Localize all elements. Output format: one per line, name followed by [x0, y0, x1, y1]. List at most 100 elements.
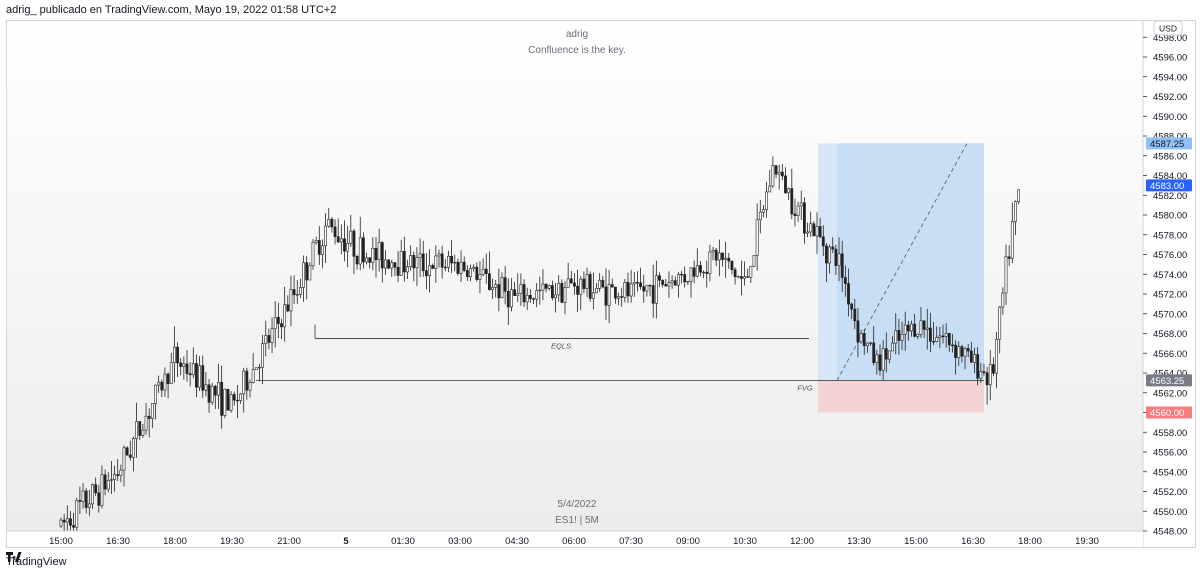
candle-36 — [173, 326, 176, 383]
candle-21-body — [125, 447, 129, 456]
candle-199 — [686, 280, 690, 285]
candle-156 — [550, 280, 554, 301]
candle-178-body — [620, 296, 624, 298]
candle-281 — [944, 323, 948, 348]
candle-224-body — [765, 191, 769, 210]
candle-293 — [982, 363, 986, 376]
candle-117-body — [428, 265, 431, 276]
candlestick-chart[interactable]: adrig Confluence is the key. 5/4/2022 ES… — [7, 21, 1195, 547]
candle-138 — [494, 280, 498, 298]
candle-235 — [799, 190, 803, 221]
candle-63-body — [258, 366, 261, 369]
candle-51 — [220, 365, 224, 429]
candle-0 — [59, 517, 63, 528]
candle-136-body — [487, 273, 491, 290]
price-axis[interactable]: 4598.00 4596.00 4594.00 4592.00 4590.00 4588.… — [1142, 21, 1195, 547]
candle-202 — [695, 248, 699, 278]
candle-89 — [339, 224, 343, 255]
candle-148-body — [525, 294, 529, 303]
candle-245-body — [831, 246, 835, 250]
candle-204-body — [702, 271, 706, 274]
candle-283-body — [951, 344, 954, 347]
candle-286-body — [960, 346, 964, 357]
candle-189 — [654, 260, 658, 319]
candle-166-body — [582, 278, 586, 289]
candle-45 — [201, 355, 205, 399]
candle-105-body — [390, 262, 394, 269]
candle-180-body — [626, 282, 630, 297]
chart-frame[interactable]: adrig Confluence is the key. 5/4/2022 ES… — [6, 20, 1196, 548]
candle-114-body — [418, 253, 422, 258]
candle-151-body — [535, 290, 539, 300]
candle-51-body — [220, 382, 224, 416]
long-position-tool[interactable] — [818, 143, 984, 413]
candle-285-body — [957, 346, 961, 358]
candle-100-body — [374, 247, 378, 261]
candle-117 — [428, 249, 431, 293]
candle-192 — [664, 279, 668, 287]
candle-275 — [925, 308, 929, 350]
candle-232-body — [790, 188, 794, 215]
candle-71 — [283, 286, 287, 342]
candle-98 — [368, 256, 372, 269]
candle-135-body — [484, 268, 488, 274]
y-tick-label-22: 4554.00 — [1153, 467, 1187, 478]
candle-276 — [928, 312, 932, 352]
candle-177-body — [617, 296, 620, 299]
candle-184-body — [639, 282, 643, 288]
candle-185 — [642, 274, 646, 303]
candle-144-body — [513, 289, 517, 296]
candle-12-body — [97, 492, 101, 506]
candle-21 — [125, 446, 129, 456]
candle-187-body — [648, 284, 652, 287]
candle-238 — [809, 211, 813, 238]
candle-275-body — [925, 327, 929, 330]
candle-86 — [330, 217, 334, 233]
candle-73 — [289, 275, 293, 327]
candle-34 — [166, 372, 170, 399]
candle-200 — [689, 267, 693, 298]
y-tick-label-13: 4572.00 — [1153, 290, 1187, 301]
candle-227 — [774, 165, 778, 179]
candle-36-body — [173, 346, 176, 363]
candle-207-body — [711, 249, 715, 253]
candle-223 — [762, 204, 765, 218]
candle-26-body — [141, 429, 145, 436]
candle-269 — [906, 320, 910, 341]
candle-274-body — [922, 320, 926, 330]
candle-276-body — [928, 327, 932, 342]
time-axis[interactable]: 15:00 16:30 18:00 19:30 21:00 5 01:30 03:00 04:3… — [7, 530, 1143, 547]
candle-12 — [97, 484, 101, 513]
candle-186-body — [645, 284, 649, 292]
candle-118 — [431, 263, 435, 269]
candle-295 — [988, 350, 992, 401]
candle-233 — [793, 198, 797, 227]
candle-9-body — [87, 503, 91, 508]
candle-25 — [138, 421, 142, 441]
candle-168-body — [588, 274, 592, 299]
candle-294 — [985, 366, 989, 405]
candle-259-body — [875, 354, 879, 363]
candle-28 — [147, 408, 151, 438]
candle-45-body — [201, 365, 205, 391]
candle-9 — [87, 490, 91, 516]
candle-243 — [825, 243, 828, 282]
candle-215-body — [736, 276, 740, 278]
candle-170-body — [595, 288, 598, 294]
candle-115 — [421, 240, 425, 277]
candle-212-body — [727, 257, 731, 262]
y-tick-label-23: 4552.00 — [1153, 487, 1187, 498]
candle-301-body — [1007, 256, 1011, 259]
candle-77 — [302, 255, 305, 302]
candle-199-body — [686, 280, 690, 283]
candle-10 — [91, 483, 94, 510]
candle-295-body — [988, 364, 992, 386]
y-tick-label-8: 4582.00 — [1153, 191, 1187, 202]
y-tick-label-3: 4592.00 — [1153, 92, 1187, 103]
candle-172 — [601, 275, 605, 289]
candle-265 — [894, 313, 898, 355]
candle-49 — [213, 384, 217, 410]
candle-208-body — [714, 249, 718, 261]
footer-brand: TradingView — [6, 556, 67, 568]
horizontal-levels[interactable]: EQLS. FVG — [256, 324, 984, 392]
